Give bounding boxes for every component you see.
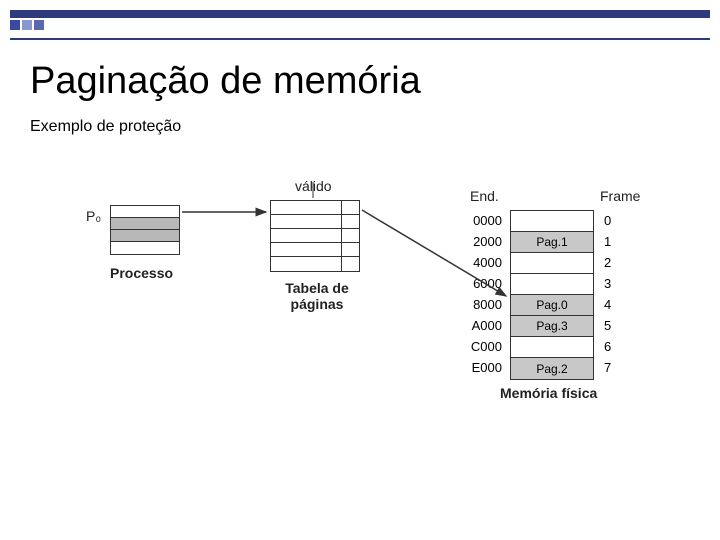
decor-line xyxy=(10,38,710,40)
page-table-row xyxy=(271,215,359,229)
frame-number: 3 xyxy=(600,273,630,294)
process-label: Processo xyxy=(110,265,173,281)
frame-number: 6 xyxy=(600,336,630,357)
memory-row xyxy=(511,211,593,232)
page-table-row xyxy=(271,257,359,271)
frame-number: 2 xyxy=(600,252,630,273)
address-label: 8000 xyxy=(460,294,506,315)
address-label: 4000 xyxy=(460,252,506,273)
address-label: 0000 xyxy=(460,210,506,231)
physical-mem-label: Memória física xyxy=(500,385,597,401)
page-subtitle: Exemplo de proteção xyxy=(30,118,181,136)
page-table-label: Tabela de páginas xyxy=(272,280,362,312)
frame-column: 01234567 xyxy=(600,210,630,378)
diagram-container: P₀ Processo válido Tabela de páginas End… xyxy=(40,160,700,520)
end-label: End. xyxy=(470,188,499,204)
decor-square xyxy=(10,20,20,30)
frame-number: 7 xyxy=(600,357,630,378)
memory-row: Pag.3 xyxy=(511,316,593,337)
page-table-row xyxy=(271,201,359,215)
page-title: Paginação de memória xyxy=(30,60,421,103)
decor-square xyxy=(34,20,44,30)
valid-label: válido xyxy=(295,178,332,194)
address-label: 6000 xyxy=(460,273,506,294)
memory-row xyxy=(511,337,593,358)
process-id-label: P₀ xyxy=(86,208,101,224)
decor-bar xyxy=(10,10,710,18)
memory-row xyxy=(511,253,593,274)
decor-squares xyxy=(10,20,44,30)
memory-row xyxy=(511,274,593,295)
frame-number: 1 xyxy=(600,231,630,252)
address-column: 00002000400060008000A000C000E000 xyxy=(460,210,506,378)
frame-number: 5 xyxy=(600,315,630,336)
process-row xyxy=(111,206,179,218)
page-table-row xyxy=(271,229,359,243)
address-label: C000 xyxy=(460,336,506,357)
page-table-row xyxy=(271,243,359,257)
memory-row: Pag.0 xyxy=(511,295,593,316)
process-row xyxy=(111,230,179,242)
address-label: A000 xyxy=(460,315,506,336)
address-label: E000 xyxy=(460,357,506,378)
process-row xyxy=(111,218,179,230)
memory-box: Pag.1 Pag.0Pag.3 Pag.2 xyxy=(510,210,594,380)
frame-number: 0 xyxy=(600,210,630,231)
memory-row: Pag.2 xyxy=(511,358,593,379)
page-table-box xyxy=(270,200,360,272)
address-label: 2000 xyxy=(460,231,506,252)
process-box xyxy=(110,205,180,255)
process-row xyxy=(111,242,179,254)
decor-square xyxy=(22,20,32,30)
memory-row: Pag.1 xyxy=(511,232,593,253)
frame-number: 4 xyxy=(600,294,630,315)
frame-label: Frame xyxy=(600,188,640,204)
